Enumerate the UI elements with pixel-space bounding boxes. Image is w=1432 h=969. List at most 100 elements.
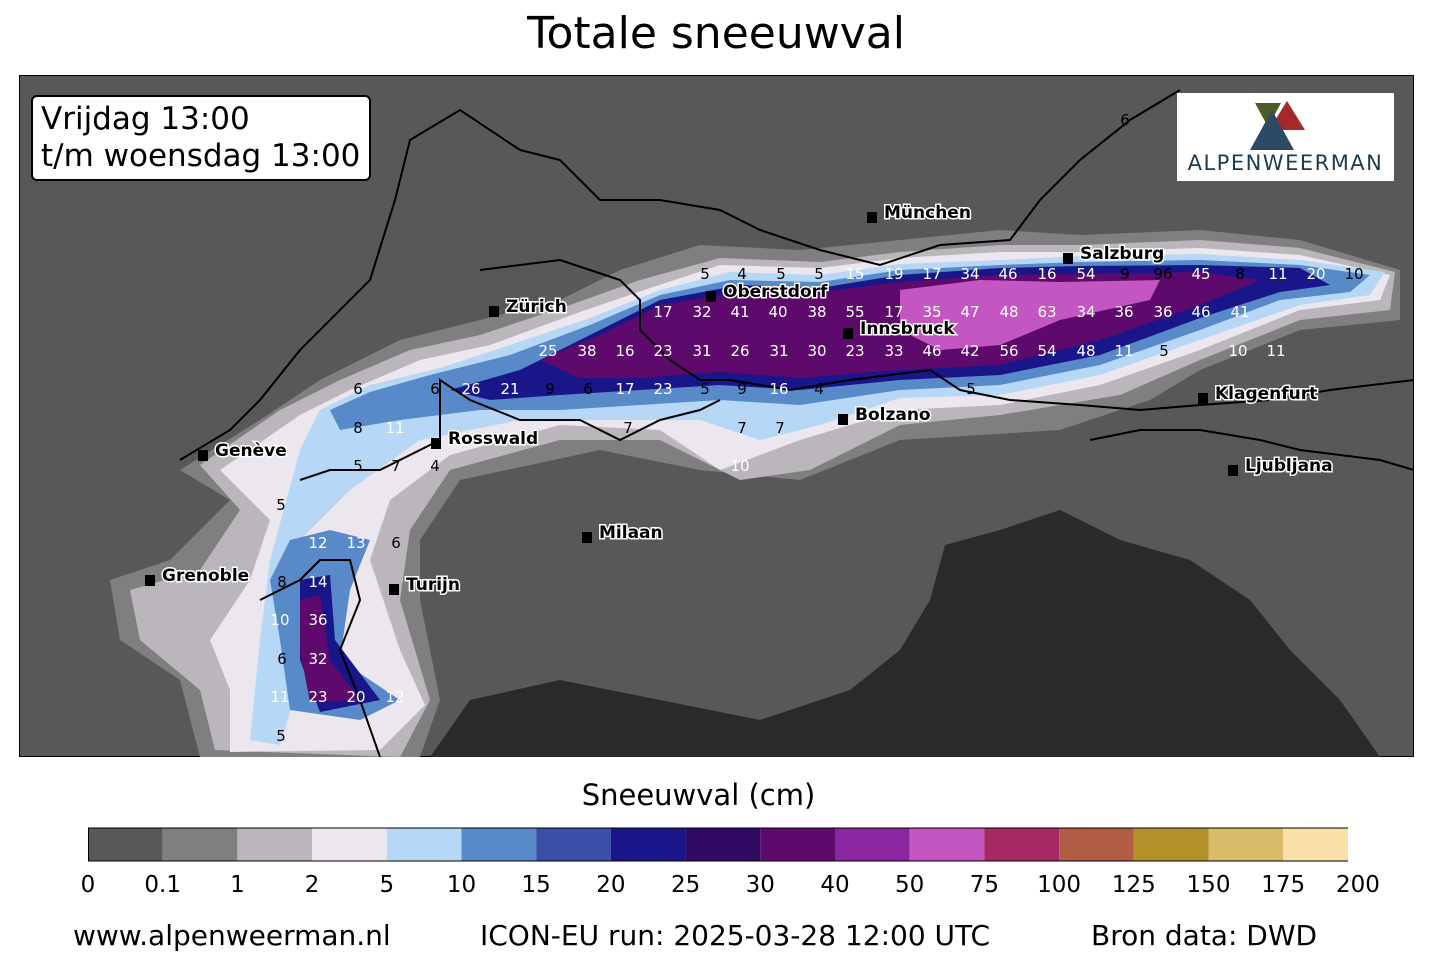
footer-source: Bron data: DWD <box>1091 919 1318 952</box>
city-marker-icon <box>1228 465 1238 476</box>
snow-value-label: 5 <box>700 380 710 398</box>
snow-value-label: 6 <box>391 534 401 552</box>
colorbar <box>88 827 1348 862</box>
snow-value-label: 5 <box>966 380 976 398</box>
city-marker-icon <box>1198 393 1208 404</box>
city-label: Oberstdorf <box>723 282 828 302</box>
snow-value-label: 6 <box>353 380 363 398</box>
snow-value-label: 32 <box>692 303 711 321</box>
snow-value-label: 7 <box>737 419 747 437</box>
snow-value-label: 46 <box>1191 303 1210 321</box>
snow-value-label: 35 <box>922 303 941 321</box>
city-label: Salzburg <box>1080 244 1164 264</box>
snow-value-label: 55 <box>845 303 864 321</box>
snow-contour-layer <box>300 272 1260 702</box>
snow-value-label: 16 <box>769 380 788 398</box>
borders <box>179 89 1414 757</box>
snow-value-label: 12 <box>308 534 327 552</box>
snow-value-label: 17 <box>922 265 941 283</box>
snow-contour-layer <box>300 265 1330 712</box>
snow-value-label: 54 <box>1076 265 1095 283</box>
city-label: Rosswald <box>448 429 538 449</box>
snow-value-label: 36 <box>1114 303 1133 321</box>
snow-value-label: 10 <box>1228 342 1247 360</box>
colorbar-segment <box>1208 828 1284 861</box>
snow-value-label: 17 <box>615 380 634 398</box>
snow-value-label: 10 <box>1344 265 1363 283</box>
snow-value-label: 38 <box>577 342 596 360</box>
colorbar-tick-label: 0.1 <box>144 872 181 898</box>
mountain-logo-icon <box>1250 101 1305 150</box>
snow-value-label: 4 <box>430 457 440 475</box>
colorbar-segment <box>909 828 985 861</box>
snow-value-label: 5 <box>814 265 824 283</box>
snow-value-label: 17 <box>884 303 903 321</box>
snow-value-label: 4 <box>737 265 747 283</box>
city-label: Bolzano <box>855 405 931 425</box>
snow-value-label: 33 <box>884 342 903 360</box>
colorbar-tick-label: 0 <box>80 872 96 898</box>
snow-value-label: 17 <box>653 303 672 321</box>
date-range-box: Vrijdag 13:00 t/m woensdag 13:00 <box>31 95 371 181</box>
snow-value-label: 34 <box>1076 303 1095 321</box>
colorbar-tick-label: 20 <box>596 872 626 898</box>
city-marker-icon <box>838 414 848 425</box>
colorbar-tick-label: 15 <box>521 872 551 898</box>
colorbar-tick-label: 25 <box>670 872 701 898</box>
snow-value-label: 9 <box>545 380 555 398</box>
colorbar-segment <box>461 828 537 861</box>
colorbar-segment <box>536 828 611 861</box>
city-label: Genève <box>215 441 287 461</box>
snow-value-label: 41 <box>730 303 749 321</box>
snow-value-label: 47 <box>960 303 979 321</box>
city-marker-icon <box>706 291 716 302</box>
snow-value-label: 7 <box>775 419 785 437</box>
snow-value-label: 6 <box>583 380 593 398</box>
snow-value-label: 46 <box>998 265 1017 283</box>
snow-value-label: 9 <box>1120 265 1130 283</box>
colorbar-segment <box>162 828 238 861</box>
city-marker-icon <box>198 450 208 461</box>
snow-value-label: 30 <box>807 342 826 360</box>
colorbar-segment <box>760 828 835 861</box>
snow-value-label: 40 <box>768 303 787 321</box>
colorbar-segment <box>386 828 462 861</box>
alpenweerman-logo: ALPENWEERMAN <box>1177 93 1394 181</box>
snow-value-label: 5 <box>776 265 786 283</box>
city-label: München <box>884 203 971 223</box>
snow-value-label: 11 <box>1114 342 1133 360</box>
snow-value-label: 8 <box>353 419 363 437</box>
snow-value-label: 42 <box>960 342 979 360</box>
colorbar-segment <box>685 828 761 861</box>
snow-value-label: 54 <box>1037 342 1056 360</box>
colorbar-tick-label: 1 <box>230 872 245 898</box>
snow-value-label: 15 <box>845 265 864 283</box>
colorbar-tick-label: 30 <box>745 872 775 898</box>
colorbar-tick-label: 5 <box>379 872 395 898</box>
snow-value-label: 36 <box>1153 303 1172 321</box>
snow-value-label: 31 <box>769 342 788 360</box>
city-marker-icon <box>389 584 399 595</box>
colorbar-segment <box>835 828 910 861</box>
colorbar-segment <box>312 828 387 861</box>
snow-value-label: 31 <box>692 342 711 360</box>
city-label: Innsbruck <box>860 319 955 339</box>
snow-value-label: 56 <box>999 342 1018 360</box>
snow-value-label: 5 <box>1159 342 1169 360</box>
snow-value-label: 5 <box>276 496 286 514</box>
city-marker-icon <box>867 212 877 223</box>
map-title: Totale sneeuwval <box>527 8 905 59</box>
snow-value-label: 20 <box>1306 265 1325 283</box>
snow-value-label: 11 <box>270 688 289 706</box>
snow-value-label: 5 <box>353 457 363 475</box>
snow-value-label: 19 <box>884 265 903 283</box>
city-marker-icon <box>431 438 441 449</box>
city-marker-icon <box>1063 253 1073 264</box>
footer-run: ICON-EU run: 2025-03-28 12:00 UTC <box>480 919 991 952</box>
logo-text: ALPENWEERMAN <box>1187 151 1384 175</box>
colorbar-tick-label: 200 <box>1335 872 1380 898</box>
snow-value-label: 13 <box>346 534 365 552</box>
colorbar-tick-label: 50 <box>895 872 925 898</box>
